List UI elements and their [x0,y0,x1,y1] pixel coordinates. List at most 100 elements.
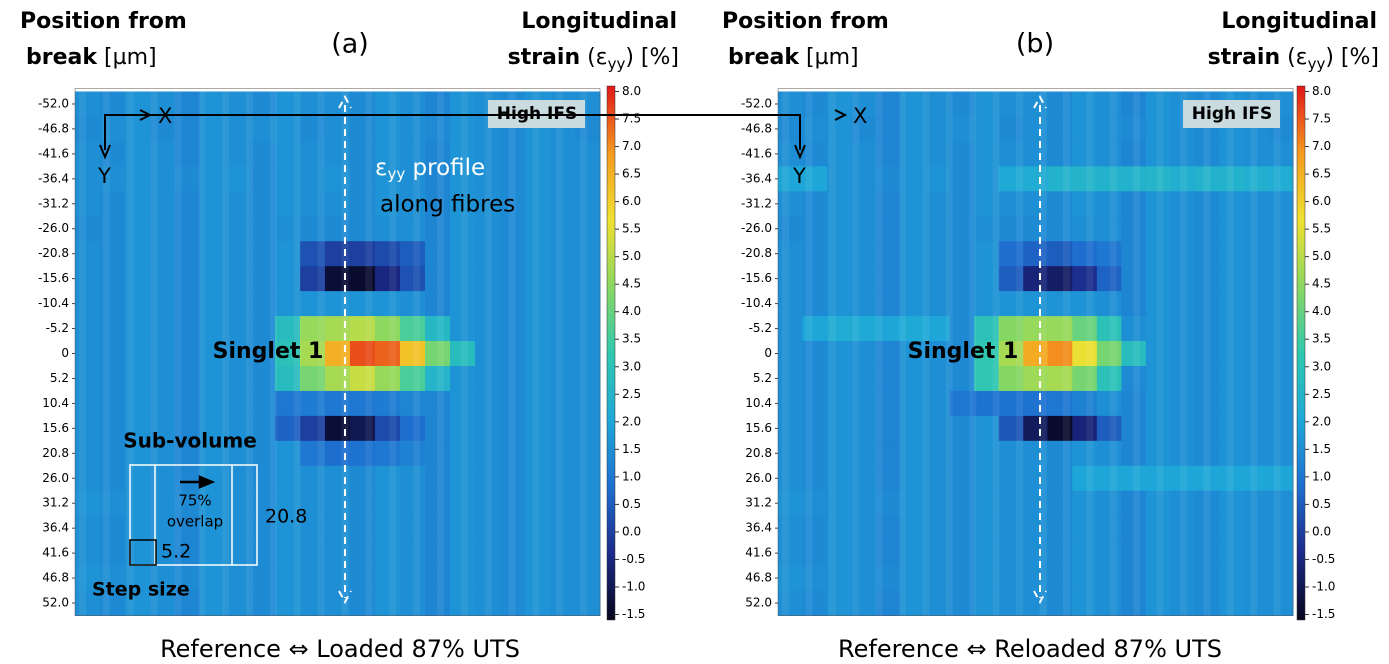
heatmap-cell [827,316,853,342]
heatmap-cell [500,141,526,167]
heatmap-cell [802,465,828,492]
heatmap-cell [525,166,551,192]
heatmap-cell [175,116,201,142]
y-arrow-label: Y [792,164,806,188]
heatmap-cell [575,241,601,267]
heatmap-cell [827,415,853,442]
heatmap-cell [200,365,226,392]
heatmap-cell [475,166,501,192]
heatmap-cell [1145,465,1171,492]
heatmap-cell [998,415,1024,442]
heatmap-cell [300,116,326,142]
fibre-texture [1179,91,1187,616]
heatmap-cell [175,565,201,592]
heatmap-cell [1219,191,1245,217]
colorbar-tick-label: 1.0 [622,469,641,483]
colorbar-tick-label: 6.5 [622,167,641,181]
heatmap-cell [851,515,877,542]
heatmap-cell [1047,415,1073,442]
heatmap-cell [275,365,301,392]
heatmap-cell [1072,116,1098,142]
heatmap-cell [827,341,853,367]
heatmap-cell [876,116,902,142]
y-arrow-label: Y [97,164,111,188]
panel-title: (a) [331,29,369,60]
heatmap-cell [150,191,176,217]
heatmap-cell [1047,191,1073,217]
heatmap-cell [125,440,151,467]
heatmap-cell [1121,415,1147,442]
heatmap-cell [1096,191,1122,217]
heatmap-cell [1121,91,1147,117]
heatmap-cell [525,440,551,467]
heatmap-cell [275,540,301,567]
heatmap-cell [851,565,877,592]
heatmap-cell [1170,141,1196,167]
heatmap-cell [1243,590,1269,616]
heatmap-cell [1145,390,1171,417]
heatmap-cell [575,216,601,242]
heatmap-cell [150,316,176,342]
heatmap-cell [925,341,951,367]
heatmap-cell [900,415,926,442]
heatmap-cell [974,565,1000,592]
heatmap-cell [200,191,226,217]
heatmap-cell [300,390,326,417]
heatmap-cell [450,540,476,567]
heatmap-cell [575,141,601,167]
heatmap-cell [949,166,975,192]
heatmap-cell [1047,316,1073,342]
heatmap-cell [974,216,1000,242]
heatmap-cell [974,116,1000,142]
colorbar-tick-label: -1.0 [1312,579,1335,593]
y-tick-label: 31.2 [42,496,69,510]
heatmap-cell [1047,166,1073,192]
heatmap-cell [450,116,476,142]
heatmap-cell [250,465,276,492]
colorbar-label: Longitudinal [1221,9,1377,34]
colorbar-tick-label: 8.0 [622,84,641,98]
heatmap-cell [778,465,804,492]
heatmap-cell [949,390,975,417]
heatmap-cell [827,216,853,242]
y-tick-label: -52.0 [38,96,69,110]
heatmap-cell [1219,291,1245,317]
heatmap-cell [998,166,1024,192]
heatmap-cell [475,316,501,342]
heatmap-cell [375,166,401,192]
heatmap-cell [1121,490,1147,517]
heatmap-cell [876,266,902,292]
heatmap-cell [1219,415,1245,442]
heatmap-cell [325,241,351,267]
heatmap-cell [400,291,426,317]
heatmap-cell [425,515,451,542]
heatmap-cell [974,440,1000,467]
heatmap-cell [998,565,1024,592]
fibre-texture [805,91,813,616]
heatmap-cell [876,316,902,342]
heatmap-cell [225,515,251,542]
heatmap-cell [827,291,853,317]
heatmap-cell [1145,291,1171,317]
heatmap-cell [1145,191,1171,217]
heatmap-cell [450,465,476,492]
heatmap-cell [375,241,401,267]
heatmap-cell [802,166,828,192]
heatmap-cell [998,316,1024,342]
heatmap-cell [325,91,351,117]
heatmap-cell [550,415,576,442]
heatmap-cell [1047,341,1073,367]
heatmap-cell [275,116,301,142]
fibre-texture [969,91,977,616]
heatmap-cell [851,540,877,567]
heatmap-cell [275,465,301,492]
heatmap-cell [949,515,975,542]
heatmap-cell [1194,590,1220,616]
colorbar-label-part: ) [%] [1325,45,1379,70]
y-tick-label: 41.6 [42,546,69,560]
heatmap-cell [500,465,526,492]
y-tick-label: -20.8 [741,246,772,260]
heatmap-cell [100,540,126,567]
heatmap-cell [802,415,828,442]
heatmap-cell [900,316,926,342]
